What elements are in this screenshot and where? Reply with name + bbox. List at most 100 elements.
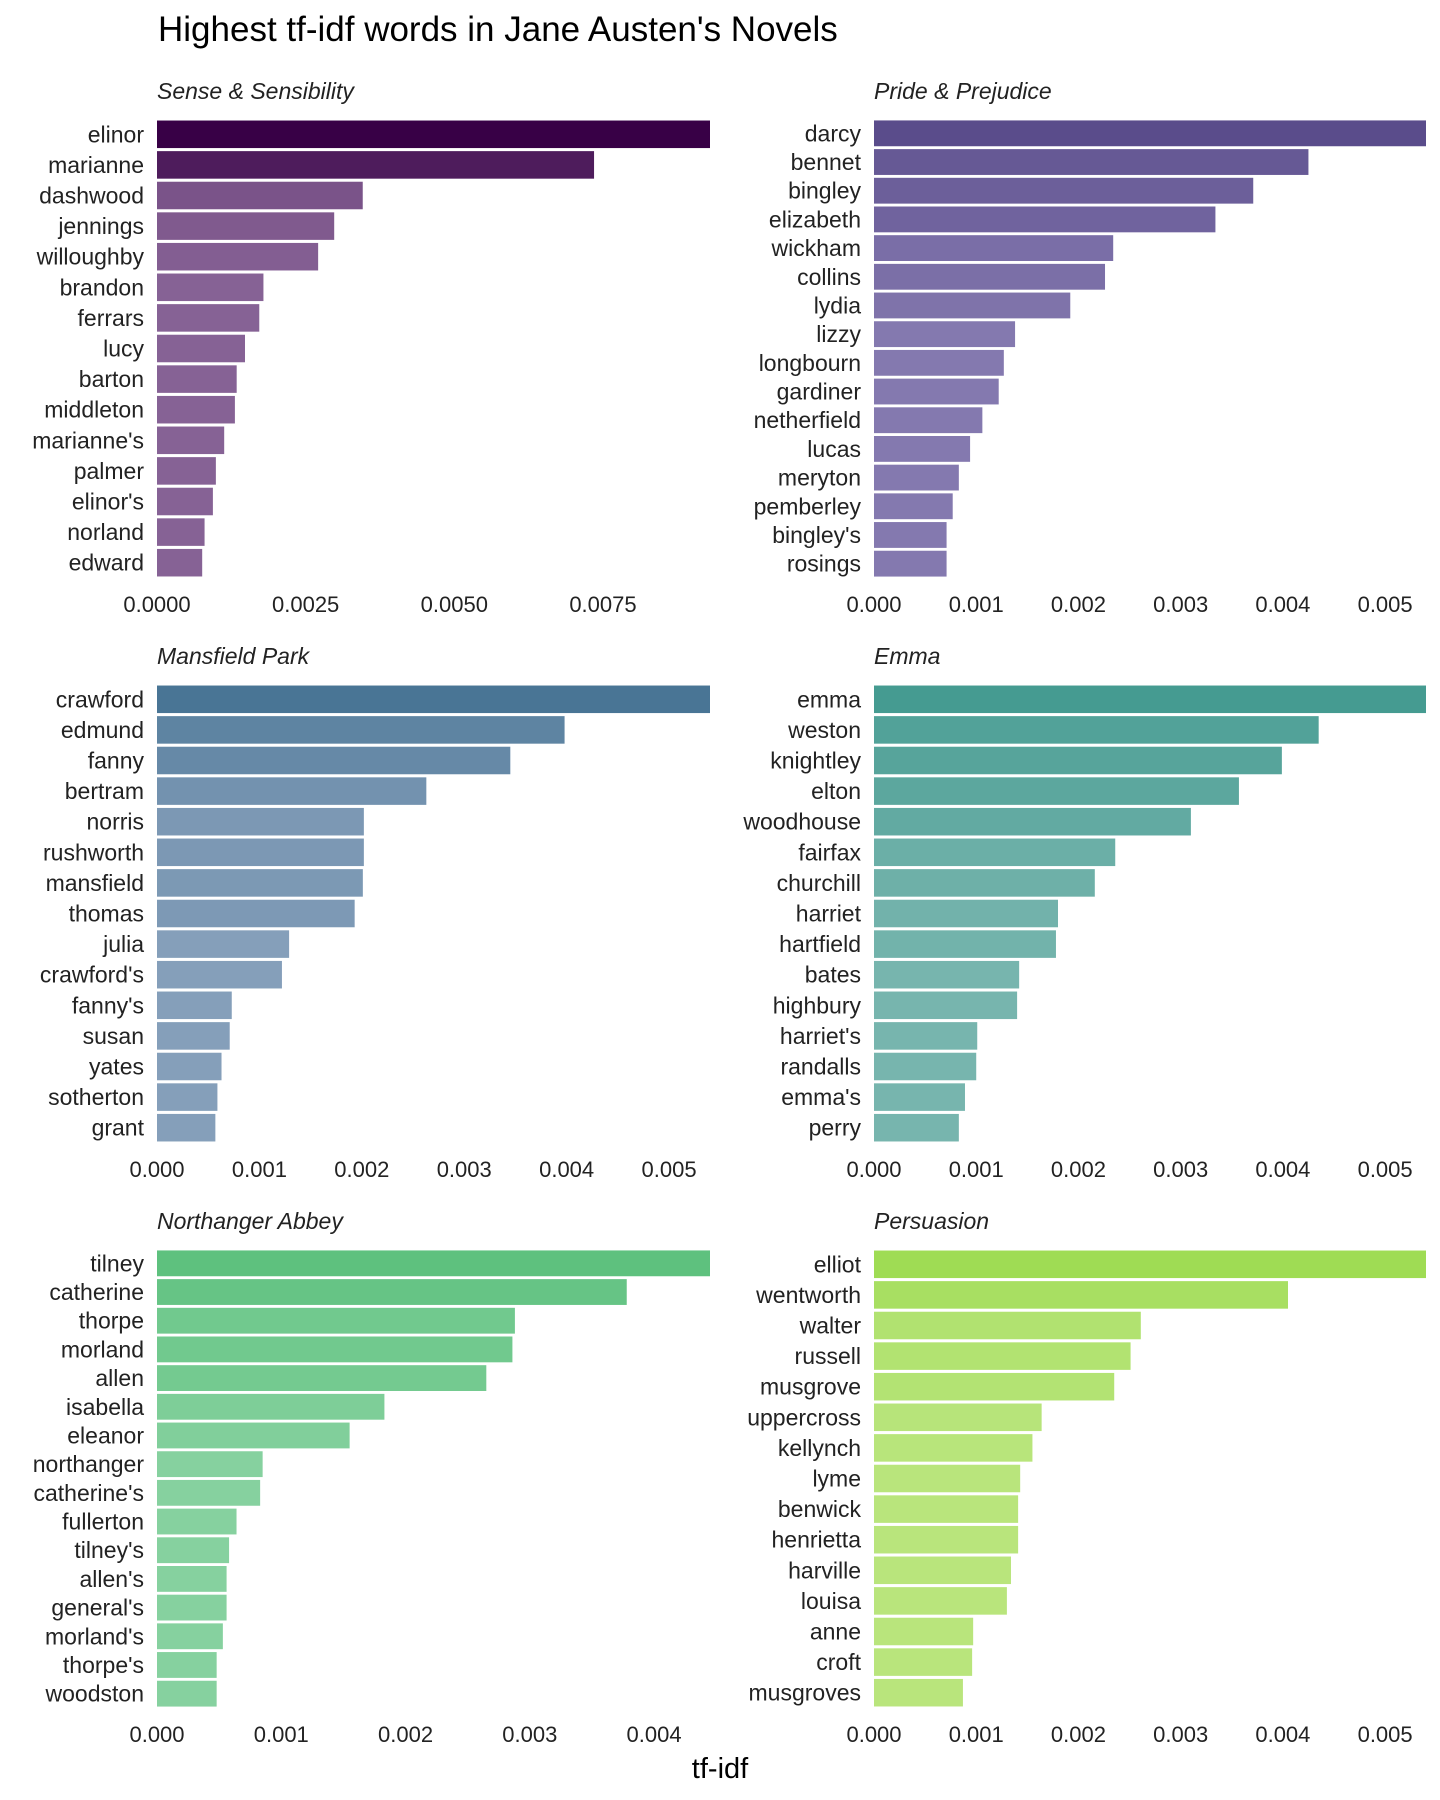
category-label: rosings [787, 551, 861, 577]
bar-fanny [157, 746, 511, 775]
category-label: norris [86, 809, 144, 835]
bar-ferrars [157, 304, 260, 332]
category-label: harville [788, 1557, 861, 1583]
category-label: crawford [56, 686, 144, 712]
category-label: barton [79, 366, 144, 392]
category-label: tilney's [74, 1537, 144, 1563]
category-label: woodhouse [742, 809, 861, 835]
x-tick-label: 0.003 [502, 1722, 557, 1747]
category-label: wickham [771, 235, 861, 261]
facet-title: Mansfield Park [157, 643, 311, 669]
bar-grant [157, 1113, 216, 1142]
category-label: yates [89, 1054, 144, 1080]
category-label: randalls [780, 1054, 861, 1080]
category-label: benwick [778, 1496, 862, 1522]
category-label: bennet [791, 149, 862, 175]
bar-isabella [157, 1393, 385, 1420]
category-label: weston [787, 717, 861, 743]
category-label: elinor's [72, 489, 144, 515]
bar-harville [874, 1556, 1011, 1585]
bar-allen [157, 1365, 487, 1391]
bar-netherfield [874, 407, 983, 434]
bar-yates [157, 1052, 222, 1081]
category-label: grant [92, 1115, 145, 1141]
category-label: brandon [60, 274, 144, 300]
category-label: elliot [814, 1251, 862, 1277]
facet-title: Northanger Abbey [157, 1208, 344, 1234]
bar-edmund [157, 716, 565, 744]
category-label: walter [799, 1313, 862, 1339]
x-tick-label: 0.000 [846, 592, 901, 617]
facet-panel: Sense & Sensibility elinor marianne dashwoo… [32, 78, 710, 617]
category-label: fairfax [798, 839, 861, 865]
category-label: julia [102, 931, 144, 957]
bar-benwick [874, 1495, 1019, 1523]
x-tick-label: 0.003 [437, 1157, 492, 1182]
category-label: collins [797, 264, 861, 290]
bar-elton [874, 777, 1239, 805]
x-tick-label: 0.002 [1051, 1157, 1106, 1182]
bar-emma [874, 685, 1426, 714]
bar-walter [874, 1311, 1141, 1340]
category-label: general's [51, 1595, 144, 1621]
bar-bertram [157, 777, 427, 805]
facet-title: Pride & Prejudice [874, 78, 1052, 104]
bar-dashwood [157, 181, 363, 210]
bar-mariannes [157, 426, 225, 455]
category-label: jennings [57, 213, 144, 239]
x-tick-label: 0.000 [846, 1157, 901, 1182]
bar-croft [874, 1648, 973, 1676]
bar-lyme [874, 1464, 1021, 1493]
bar-harriets [874, 1022, 978, 1050]
bar-rosings [874, 550, 947, 577]
category-label: lucy [103, 336, 144, 362]
bar-randalls [874, 1052, 977, 1081]
category-label: edmund [61, 717, 144, 743]
bar-bingley [874, 177, 1254, 204]
category-label: dashwood [39, 183, 144, 209]
bar-darcy [874, 120, 1426, 147]
category-label: allen [95, 1365, 144, 1391]
bar-rushworth [157, 838, 364, 867]
bar-elliot [874, 1250, 1426, 1279]
category-label: elton [811, 778, 861, 804]
x-tick-label: 0.004 [1255, 592, 1310, 617]
x-tick-label: 0.0075 [569, 592, 636, 617]
bar-northanger [157, 1451, 263, 1478]
bar-pemberley [874, 493, 953, 520]
category-label: churchill [777, 870, 861, 896]
x-tick-label: 0.001 [232, 1157, 287, 1182]
category-label: susan [83, 1023, 144, 1049]
category-label: northanger [33, 1451, 145, 1477]
category-label: hartfield [779, 931, 861, 957]
facet-title: Persuasion [874, 1208, 989, 1234]
category-label: thomas [69, 901, 144, 927]
category-label: musgroves [749, 1680, 861, 1706]
category-label: edward [69, 550, 144, 576]
facet-panel: Persuasion elliot wentworth walter russell mu… [747, 1208, 1426, 1747]
category-label: crawford's [40, 962, 144, 988]
category-label: highbury [773, 992, 862, 1018]
x-tick-label: 0.005 [1358, 592, 1413, 617]
bar-fairfax [874, 838, 1116, 867]
bar-catherines [157, 1479, 261, 1506]
category-label: lydia [814, 292, 862, 318]
category-label: fanny [88, 748, 145, 774]
category-label: isabella [66, 1394, 144, 1420]
category-label: elinor [88, 121, 145, 147]
category-label: bingley's [772, 522, 861, 548]
bar-edward [157, 548, 203, 577]
bar-woodston [157, 1680, 217, 1707]
bar-catherine [157, 1279, 627, 1305]
category-label: marianne [48, 152, 144, 178]
bar-wentworth [874, 1281, 1288, 1309]
bar-thorpes [157, 1652, 217, 1678]
bar-emmas [874, 1083, 965, 1111]
bar-crawford [157, 685, 710, 714]
category-label: knightley [770, 748, 861, 774]
category-label: ferrars [78, 305, 144, 331]
x-tick-label: 0.004 [627, 1722, 682, 1747]
x-tick-label: 0.003 [1153, 1157, 1208, 1182]
bar-elinor [157, 120, 710, 149]
